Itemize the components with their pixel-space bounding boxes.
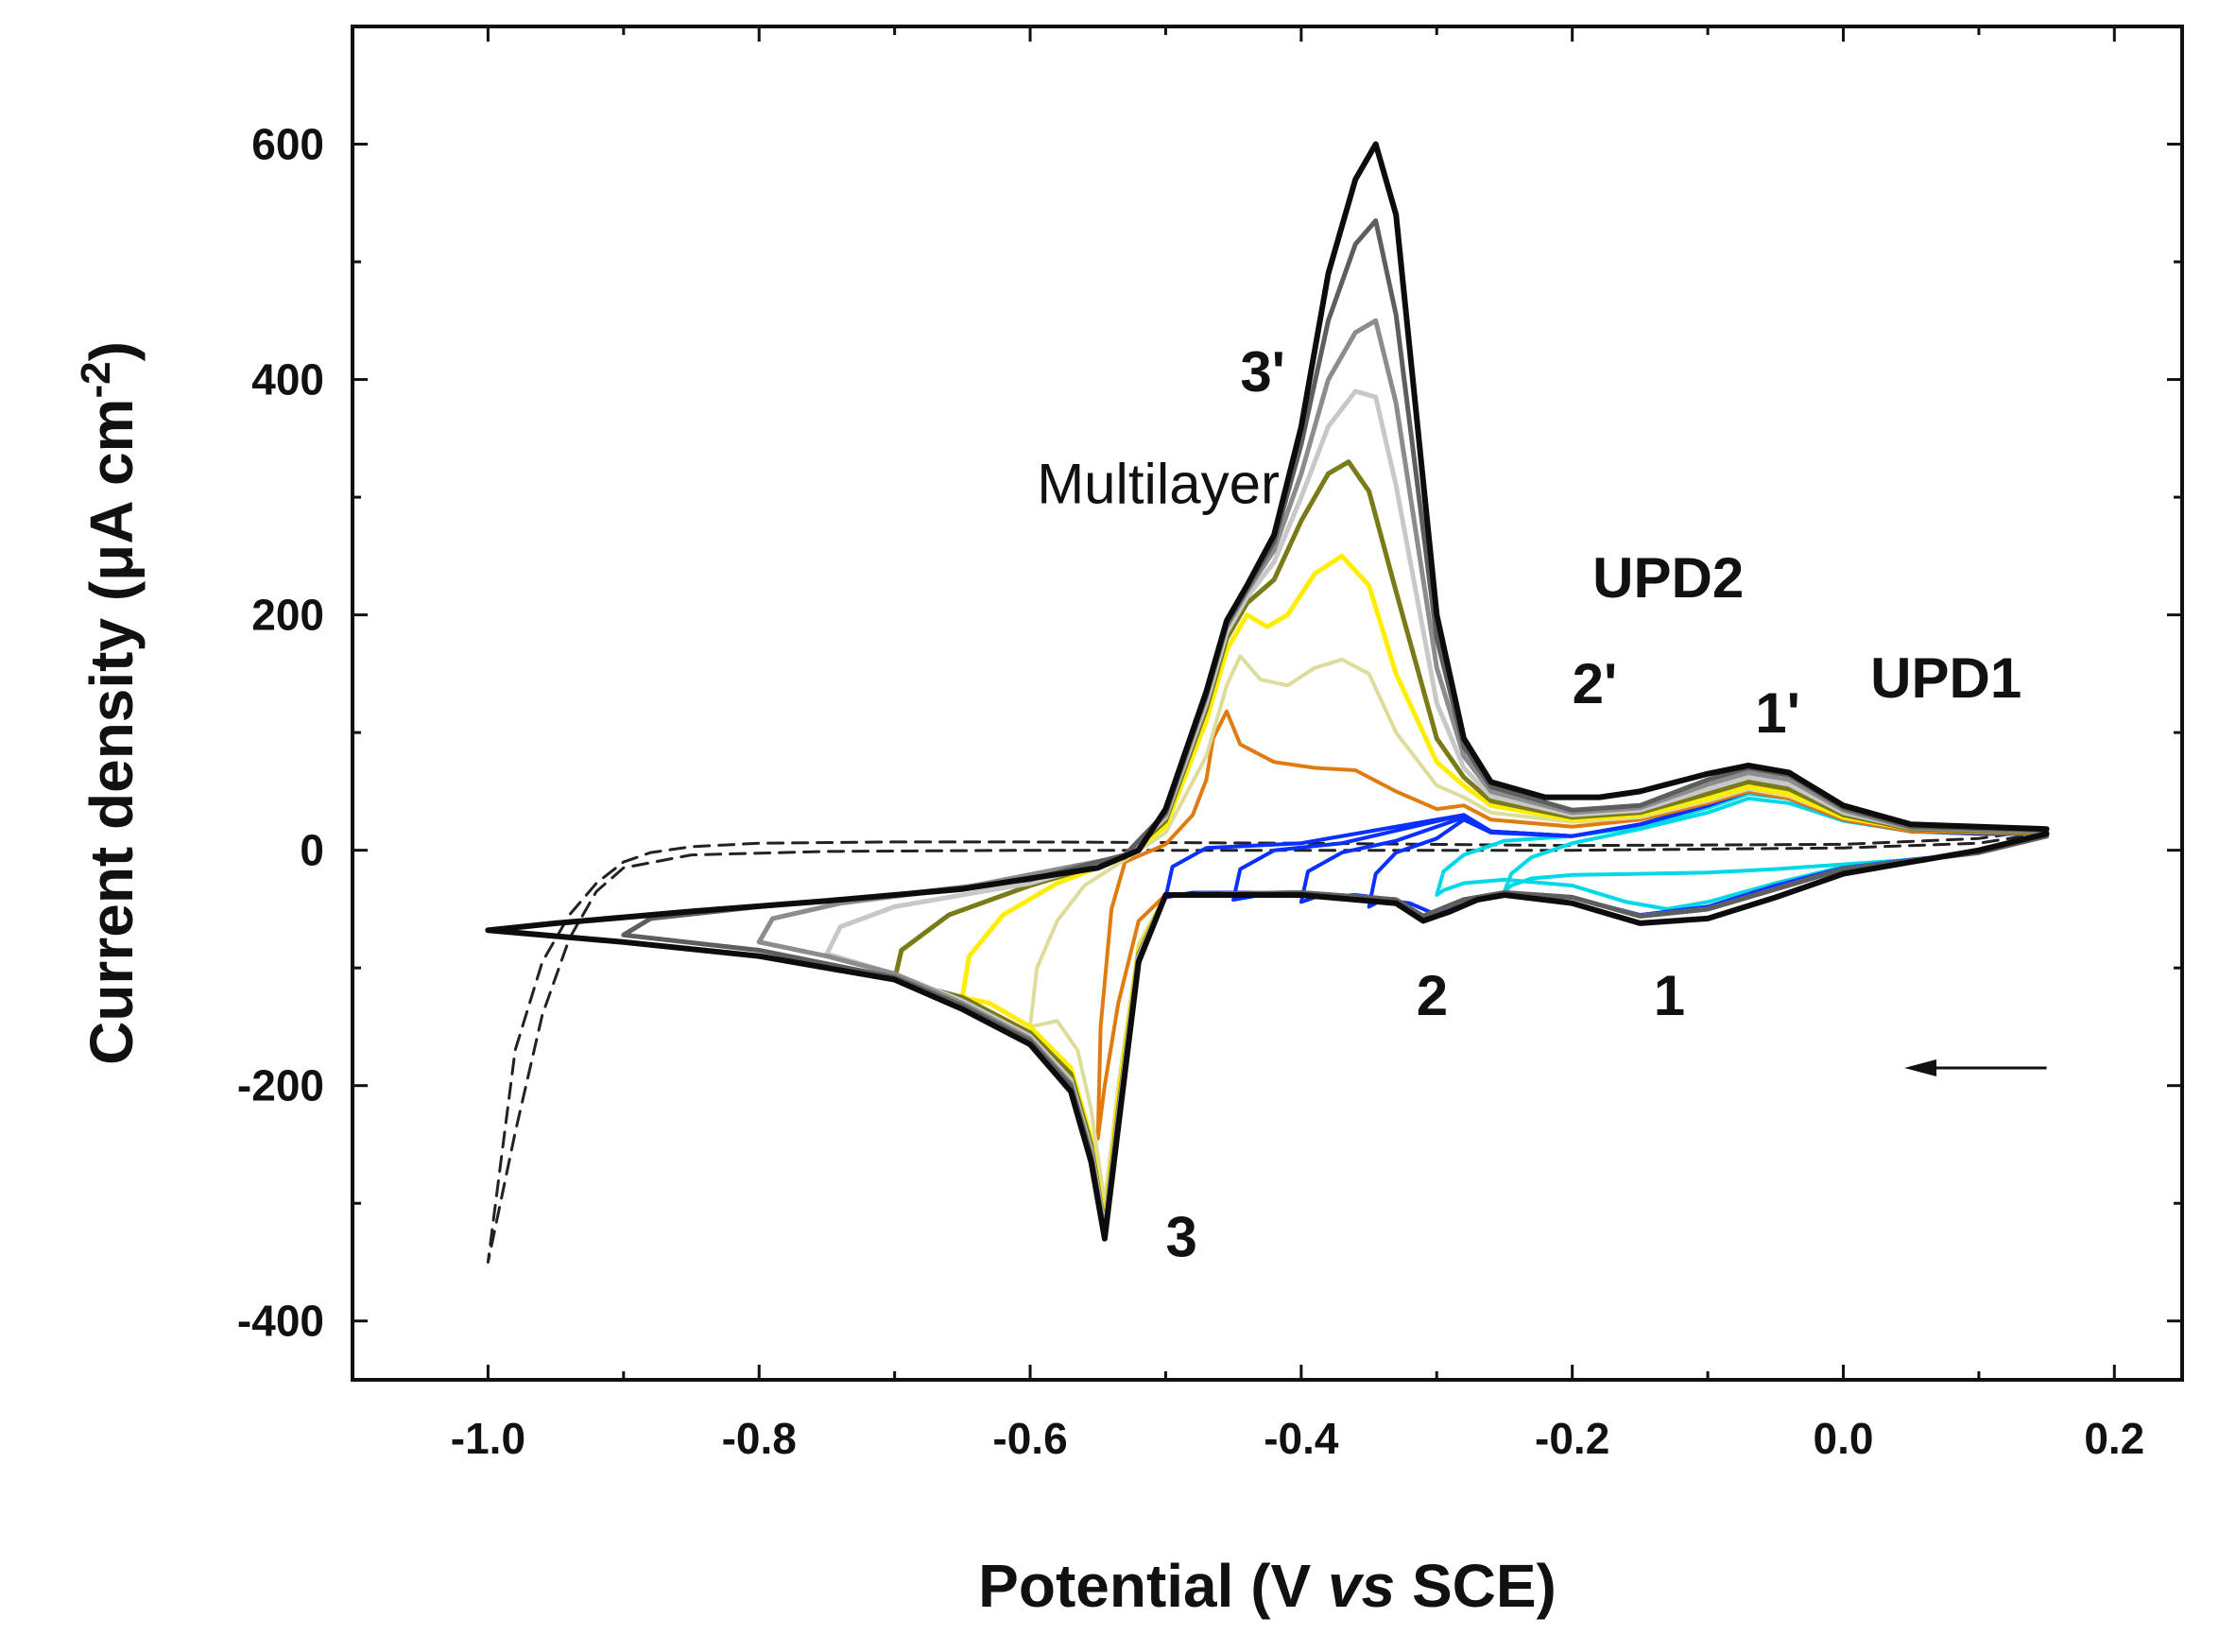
- annotation-1: 1: [1654, 964, 1685, 1027]
- x-tick-label: 0.2: [2084, 1414, 2144, 1463]
- x-tick-label: -1.0: [451, 1414, 525, 1463]
- annotation-2: 2: [1417, 964, 1448, 1027]
- plot-frame: [351, 25, 2184, 1382]
- y-axis-title: Current density (μA cm-2): [73, 341, 146, 1065]
- arrow-head: [1904, 1059, 1937, 1077]
- y-tick-label: -400: [237, 1297, 324, 1346]
- x-axis-title-italic: vs: [1328, 1552, 1395, 1620]
- y-tick-label: 400: [251, 355, 324, 404]
- series-line-0: [486, 827, 2049, 1264]
- annotation-3-: 3': [1240, 340, 1285, 404]
- x-axis-title-prefix: Potential (V: [978, 1552, 1328, 1620]
- annotation-upd2: UPD2: [1592, 546, 1744, 610]
- annotation-layer: 3' Multilayer UPD2 2' 1' UPD1 2 1 3: [1037, 340, 2021, 1268]
- annotation-3: 3: [1165, 1205, 1196, 1268]
- x-tick-label: -0.4: [1264, 1414, 1339, 1463]
- y-tick-label: -200: [237, 1061, 324, 1110]
- annotation-2-: 2': [1573, 652, 1618, 715]
- x-tick-label: 0.0: [1814, 1414, 1874, 1463]
- x-axis-title-suffix: SCE): [1395, 1552, 1557, 1620]
- annotation-1-: 1': [1755, 681, 1800, 745]
- x-axis-title: Potential (V vs SCE): [978, 1552, 1557, 1620]
- annotation-multilayer: Multilayer: [1037, 452, 1280, 515]
- y-axis-title-end: ): [77, 341, 146, 361]
- scan-direction-arrow: [1904, 1059, 2047, 1077]
- y-tick-label: 0: [300, 826, 324, 875]
- series-line-1: [1503, 796, 2049, 894]
- series-line-14: [485, 141, 2050, 1242]
- x-tick-label: -0.2: [1535, 1414, 1609, 1463]
- y-axis-title-main: Current density (μA cm: [77, 399, 146, 1065]
- tick-layer: -1.0 -0.8 -0.6 -0.4 -0.2 0.0 0.2 -400 -200 0 200 40…: [237, 25, 2182, 1463]
- y-tick-label: 600: [251, 120, 324, 169]
- y-tick-label: 200: [251, 591, 324, 640]
- series-layer: [485, 141, 2050, 1264]
- y-axis-title-superscript: -2: [73, 361, 119, 398]
- x-tick-label: -0.6: [992, 1414, 1067, 1463]
- x-tick-label: -0.8: [722, 1414, 797, 1463]
- annotation-upd1: UPD1: [1870, 646, 2021, 710]
